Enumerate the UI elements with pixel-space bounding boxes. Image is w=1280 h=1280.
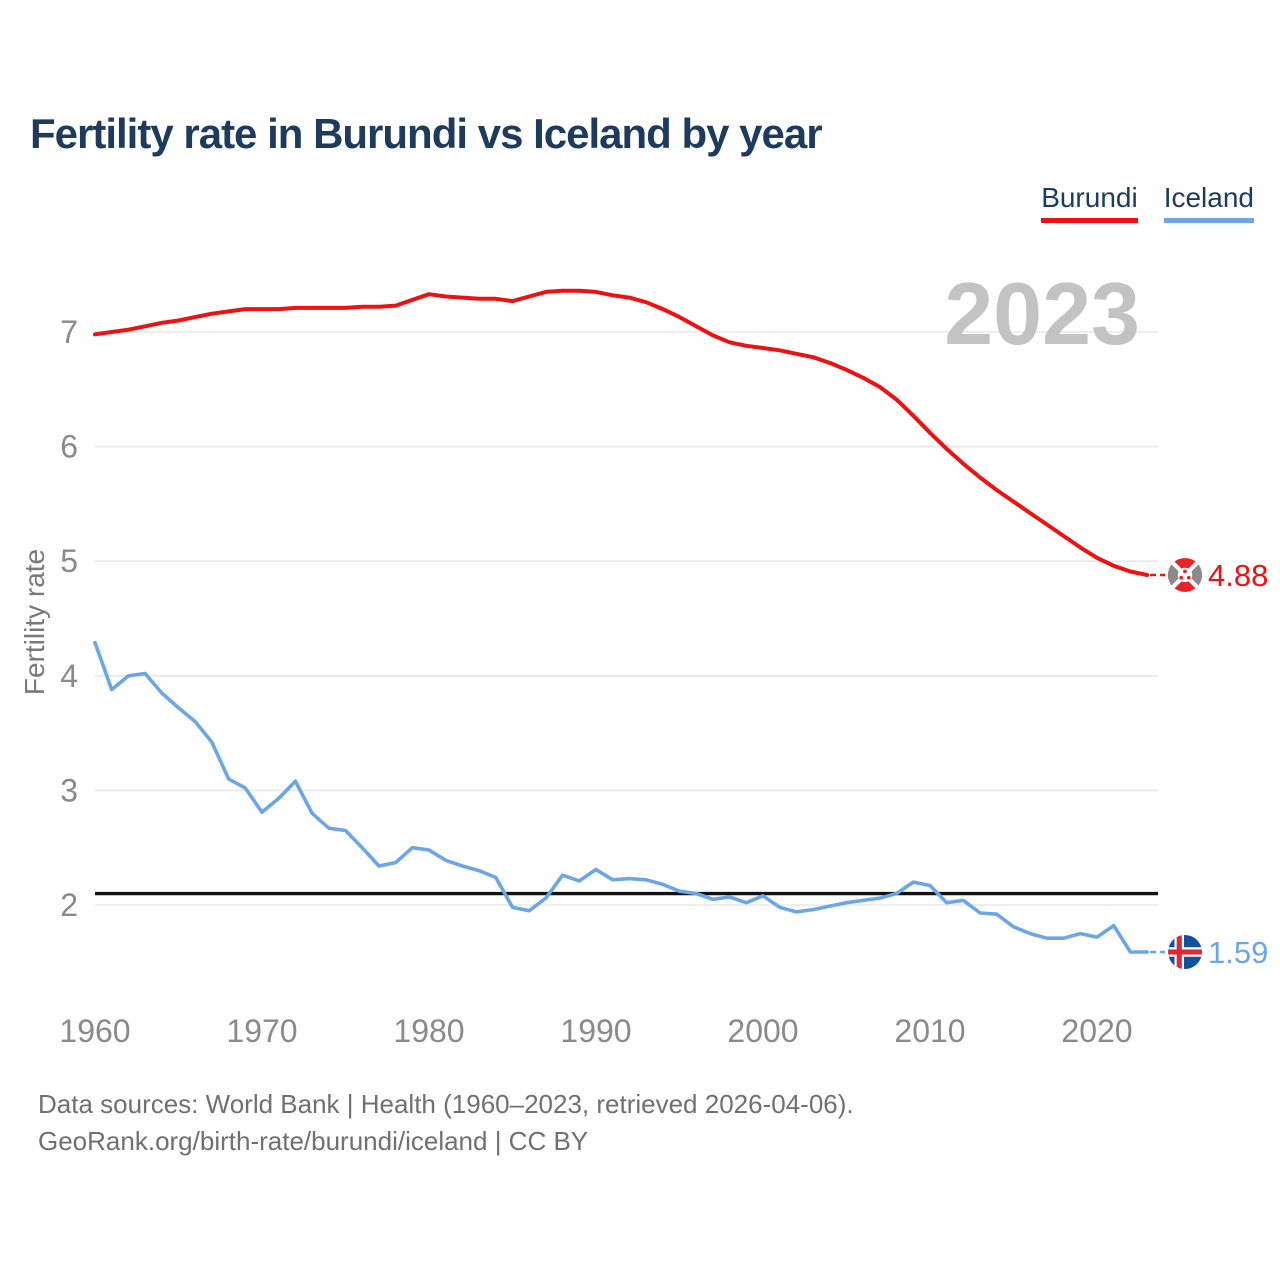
- x-tick-label-1970: 1970: [226, 1013, 297, 1049]
- x-tick-label-2010: 2010: [894, 1013, 965, 1049]
- legend-item-burundi[interactable]: Burundi: [1041, 183, 1138, 224]
- y-tick-label-2: 2: [60, 887, 78, 923]
- footer: Data sources: World Bank | Health (1960–…: [38, 1086, 854, 1160]
- x-tick-label-1980: 1980: [393, 1013, 464, 1049]
- iceland-flag-icon: [1168, 934, 1202, 969]
- y-tick-label-7: 7: [60, 314, 78, 350]
- y-tick-label-5: 5: [60, 543, 78, 579]
- footer-attribution: GeoRank.org/birth-rate/burundi/iceland |…: [38, 1125, 589, 1156]
- page-title: Fertility rate in Burundi vs Iceland by …: [30, 110, 823, 157]
- iceland-end-value: 1.59: [1208, 935, 1268, 970]
- y-tick-label-6: 6: [60, 429, 78, 465]
- legend-item-iceland[interactable]: Iceland: [1163, 183, 1254, 224]
- y-tick-label-3: 3: [60, 772, 78, 808]
- burundi-flag-icon: [1168, 557, 1202, 592]
- footer-data-sources: Data sources: World Bank | Health (1960–…: [38, 1089, 854, 1119]
- y-axis-label: Fertility rate: [19, 549, 50, 695]
- legend: Burundi Iceland: [1041, 183, 1254, 224]
- iceland-line[interactable]: [93, 640, 1149, 954]
- x-tick-label-1990: 1990: [560, 1013, 631, 1049]
- watermark-year: 2023: [944, 264, 1140, 363]
- burundi-line[interactable]: [93, 288, 1150, 577]
- x-tick-label-1960: 1960: [59, 1013, 130, 1049]
- x-tick-label-2020: 2020: [1061, 1013, 1132, 1049]
- burundi-end-value: 4.88: [1208, 558, 1268, 593]
- y-tick-label-4: 4: [60, 658, 78, 694]
- x-tick-label-2000: 2000: [727, 1013, 798, 1049]
